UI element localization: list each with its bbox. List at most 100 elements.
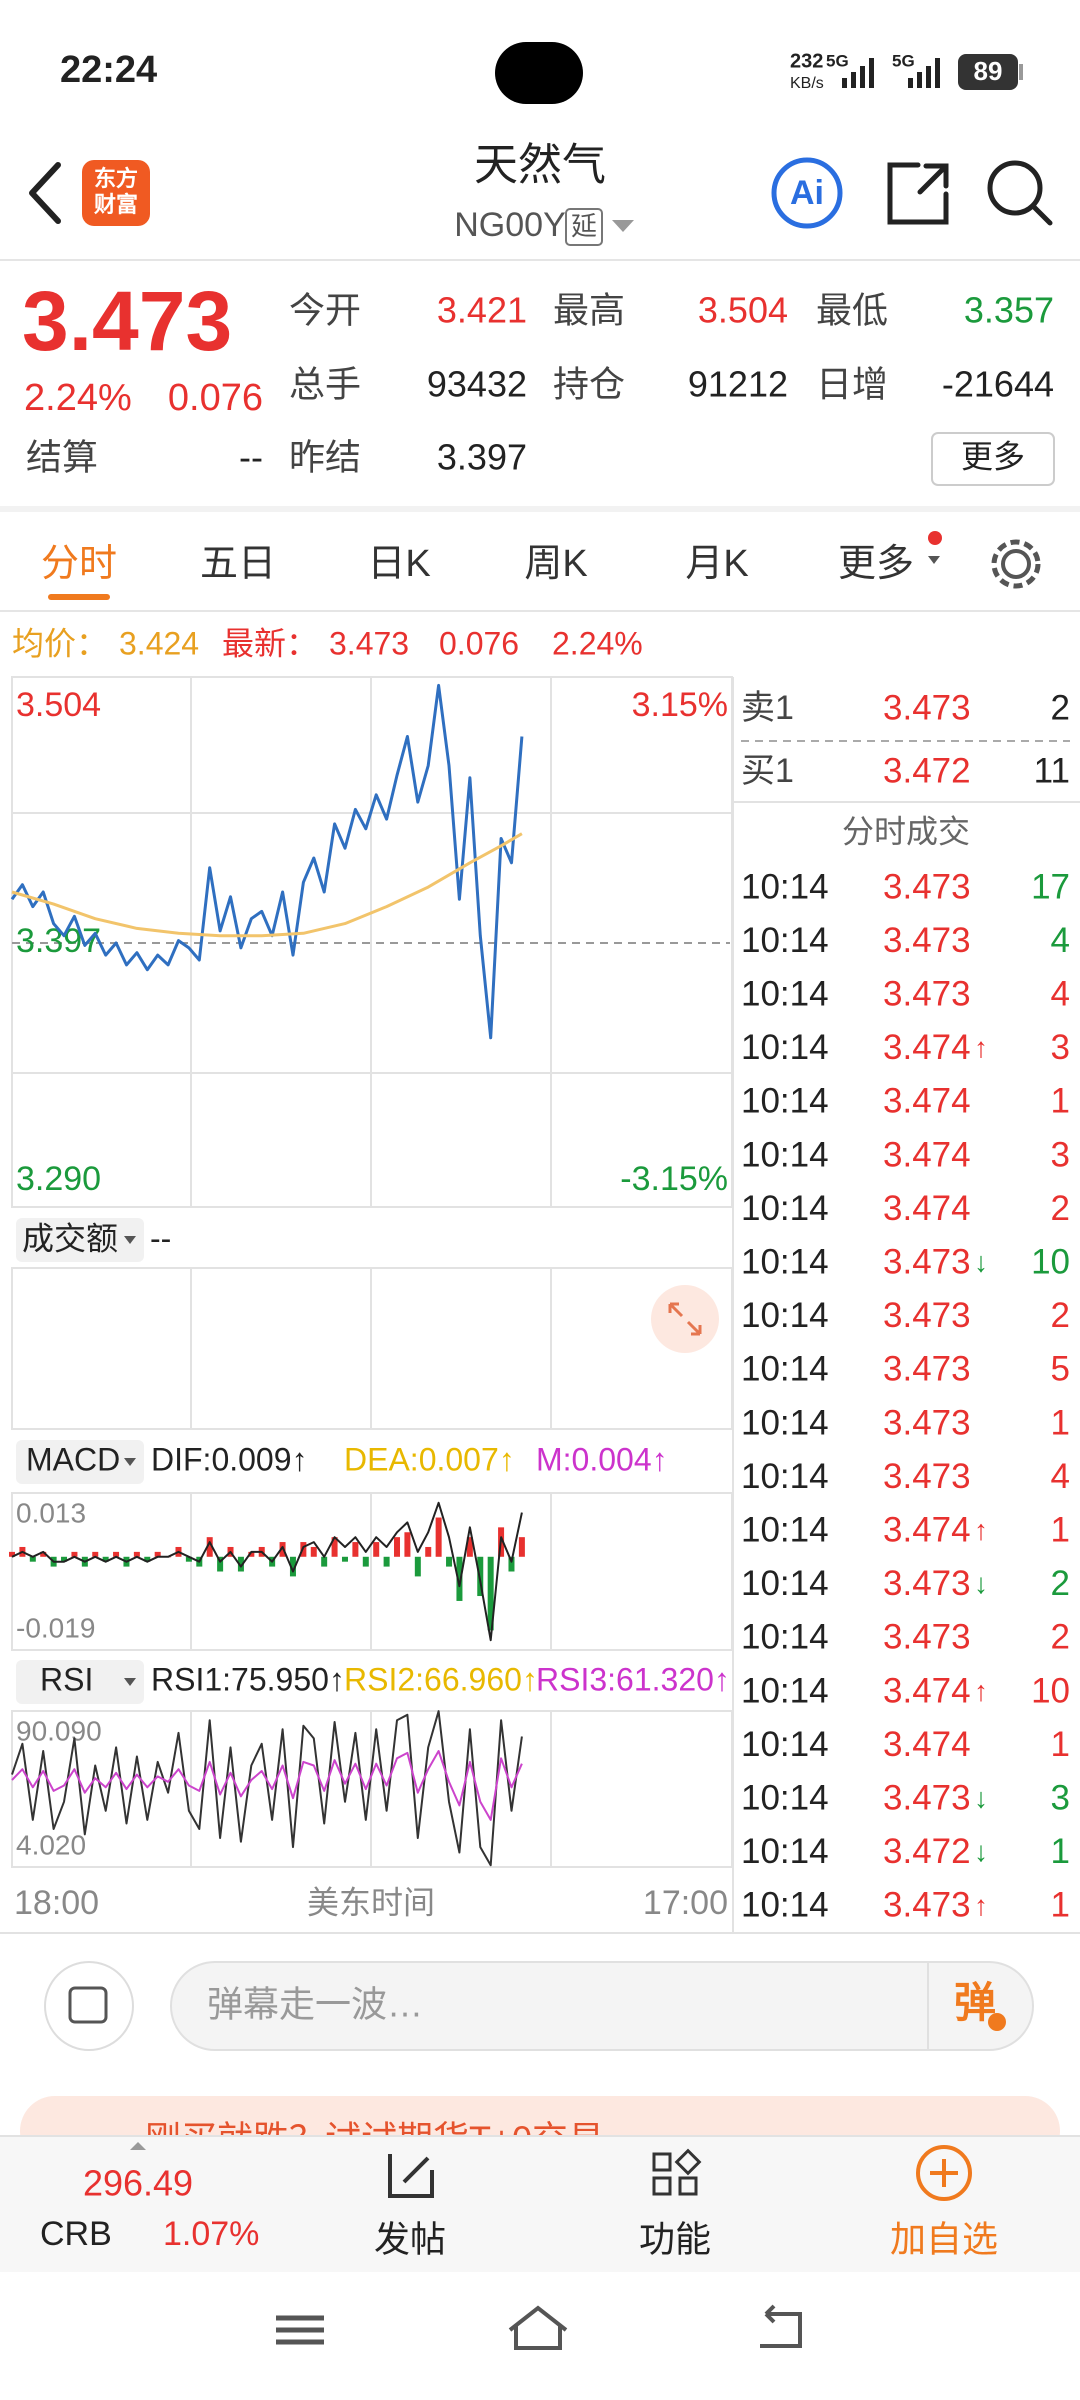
back-button[interactable] <box>29 162 61 224</box>
share-button[interactable] <box>887 162 949 225</box>
danmaku-settings[interactable] <box>44 1961 134 2051</box>
danmaku-badge <box>988 2013 1006 2031</box>
nav-menu[interactable] <box>276 2315 324 2345</box>
trade-volume: 1 <box>1051 1832 1070 1871</box>
trade-volume: 10 <box>1031 1671 1070 1710</box>
macd-bar <box>310 1546 317 1557</box>
camera-cutout <box>495 42 583 104</box>
trade-price: 3.474 <box>883 1135 971 1174</box>
macd-bar <box>237 1556 244 1572</box>
functions-label[interactable]: 功能 <box>639 2219 711 2260</box>
add-watch-label[interactable]: 加自选 <box>890 2219 998 2260</box>
macd-bar <box>383 1556 390 1567</box>
index-value[interactable]: 296.49 <box>83 2163 193 2204</box>
search-button[interactable] <box>987 160 1043 216</box>
comment-input[interactable] <box>170 1961 1034 2051</box>
dropdown-arrow[interactable] <box>612 220 634 232</box>
macd-bar <box>446 1556 453 1567</box>
index-name[interactable]: CRB <box>40 2215 112 2253</box>
field-value: 3.357 <box>964 290 1054 331</box>
settings-button[interactable] <box>991 539 1041 589</box>
avg-price: 3.424 <box>119 625 199 661</box>
field-value: 3.397 <box>437 437 527 478</box>
trade-time: 10:14 <box>741 1671 829 1710</box>
indicator-value: RSI2:66.960↑ <box>344 1661 538 1697</box>
nav-back[interactable] <box>760 2304 802 2348</box>
panel-selector[interactable] <box>16 1218 144 1262</box>
x-axis-label: 美东时间 <box>307 1884 435 1920</box>
trade-volume: 2 <box>1051 1564 1070 1603</box>
macd-bar <box>29 1556 36 1562</box>
status-time: 22:24 <box>60 49 157 91</box>
y-tick-label: 4.020 <box>16 1829 86 1860</box>
trade-time: 10:14 <box>741 921 829 960</box>
macd-bar <box>508 1556 515 1572</box>
expand-arrow[interactable] <box>130 2142 146 2150</box>
trade-time: 10:14 <box>741 1350 829 1389</box>
ai-button[interactable] <box>771 157 843 229</box>
trade-time: 10:14 <box>741 1189 829 1228</box>
trade-volume: 1 <box>1051 1886 1070 1925</box>
tab[interactable]: 更多 <box>838 543 914 585</box>
add-watch-plus <box>930 2159 958 2187</box>
danmaku-icon <box>68 1986 108 2024</box>
tab[interactable]: 日K <box>367 543 430 585</box>
network-type: 5G <box>892 51 915 70</box>
trade-volume: 4 <box>1051 1457 1070 1496</box>
panel-selector[interactable] <box>16 1440 144 1484</box>
book-label: 买1 <box>741 752 794 790</box>
index-change[interactable]: 1.07% <box>163 2215 259 2253</box>
trade-volume: 1 <box>1051 1403 1070 1442</box>
trade-price: 3.473 <box>883 1778 971 1817</box>
trade-volume: 2 <box>1051 1618 1070 1657</box>
tab[interactable]: 月K <box>685 543 748 585</box>
book-volume: 11 <box>1034 751 1070 790</box>
indicator-value: DEA:0.007↑ <box>344 1441 515 1477</box>
field-value: 3.421 <box>437 290 527 331</box>
macd-bar <box>289 1556 296 1577</box>
nav-bar <box>0 2272 1080 2400</box>
functions-icon[interactable] <box>652 2148 702 2196</box>
title: 天然气 <box>474 141 606 190</box>
macd-bar <box>248 1551 255 1557</box>
macd-bar <box>487 1556 494 1631</box>
field-label: 持仓 <box>553 364 625 405</box>
nav-home[interactable] <box>508 2305 568 2350</box>
panel-selector[interactable] <box>16 1660 144 1704</box>
trade-price: 3.473 <box>883 1296 971 1335</box>
y2-tick-label: 3.15% <box>632 686 728 724</box>
post-icon[interactable] <box>388 2154 434 2198</box>
macd-bar <box>466 1537 473 1557</box>
trade-price: 3.473 <box>883 1886 971 1925</box>
tab[interactable]: 周K <box>524 543 587 585</box>
y-tick-label: -0.019 <box>16 1612 95 1643</box>
macd-bar <box>185 1556 192 1562</box>
x-tick-label: 18:00 <box>14 1884 99 1922</box>
add-watch-icon[interactable] <box>916 2145 972 2201</box>
y2-tick-label: -3.15% <box>620 1160 728 1198</box>
bottom-bar <box>0 2136 1080 2272</box>
app-logo[interactable] <box>82 160 150 226</box>
trade-time: 10:14 <box>741 1457 829 1496</box>
trade-time: 10:14 <box>741 1028 829 1067</box>
more-button[interactable] <box>931 432 1055 486</box>
tab[interactable]: 五日 <box>200 543 276 585</box>
macd-bar <box>206 1537 213 1557</box>
macd-bar <box>113 1551 120 1557</box>
trade-price: 3.474 <box>883 1082 971 1121</box>
trade-arrow: ↑ <box>974 1890 988 1921</box>
y-tick-label: 3.504 <box>16 686 101 724</box>
x-tick-label: 17:00 <box>643 1884 728 1922</box>
macd-bar <box>217 1556 224 1572</box>
macd-bar <box>456 1556 463 1601</box>
trade-price: 3.474 <box>883 1725 971 1764</box>
trade-volume: 5 <box>1051 1350 1070 1389</box>
trade-arrow: ↓ <box>974 1836 988 1867</box>
expand-button[interactable] <box>651 1285 719 1353</box>
trade-volume: 2 <box>1051 1296 1070 1335</box>
battery-tip <box>1019 64 1023 80</box>
tab[interactable]: 分时 <box>41 543 117 585</box>
post-label[interactable]: 发帖 <box>374 2219 446 2260</box>
trade-volume: 2 <box>1051 1189 1070 1228</box>
comment-placeholder: 弹幕走一波… <box>207 1984 423 2025</box>
